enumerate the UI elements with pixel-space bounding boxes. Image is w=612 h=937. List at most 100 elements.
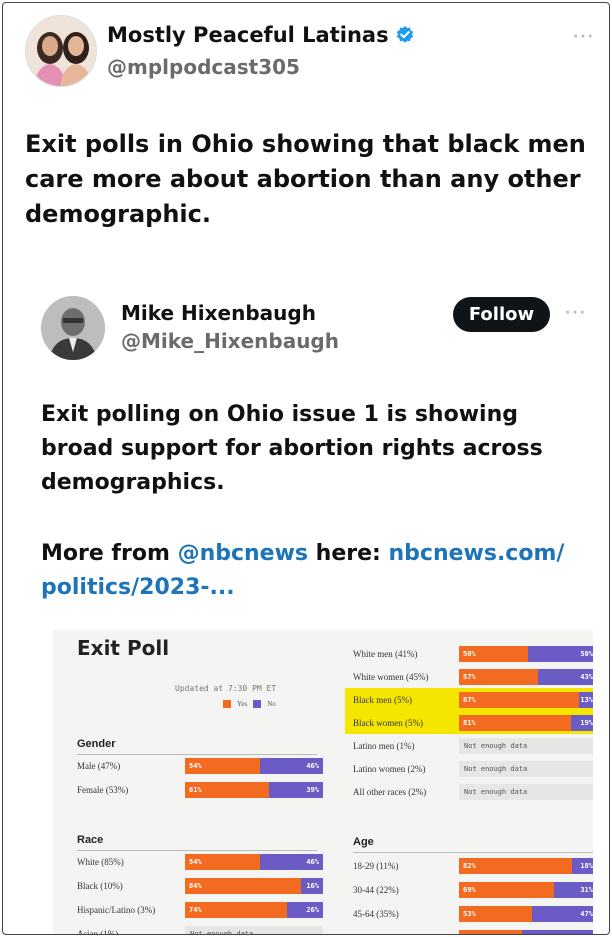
result-bar: 74% 26% bbox=[185, 902, 323, 918]
row-label: Latino women (2%) bbox=[353, 764, 426, 774]
bar-no-label: 13% bbox=[580, 696, 593, 704]
result-bar: 46% 54% bbox=[459, 930, 593, 935]
bar-yes-label: 54% bbox=[189, 858, 202, 866]
bar-no: 46% bbox=[259, 758, 323, 774]
bar-yes-label: 57% bbox=[463, 673, 476, 681]
bar-no-label: 47% bbox=[580, 910, 593, 918]
poll-row: White men (41%) 50% 50% bbox=[353, 646, 593, 664]
quoted-post-more: More from @nbcnews here: nbcnews.com/ po… bbox=[41, 537, 586, 605]
bar-no-label: 18% bbox=[580, 862, 593, 870]
result-bar: 54% 46% bbox=[185, 854, 323, 870]
avatar-photo bbox=[26, 16, 96, 86]
more-dots-icon[interactable]: ··· bbox=[565, 305, 587, 321]
avatar-photo bbox=[41, 296, 105, 360]
result-bar: 57% 43% bbox=[459, 669, 593, 685]
bar-no-label: 39% bbox=[306, 786, 319, 794]
author-handle[interactable]: @mplpodcast305 bbox=[107, 55, 300, 79]
legend: Yes No bbox=[223, 700, 276, 708]
bar-no-label: 16% bbox=[306, 882, 319, 890]
avatar[interactable] bbox=[41, 296, 105, 360]
result-bar: 61% 39% bbox=[185, 782, 323, 798]
bar-yes: 61% bbox=[185, 782, 270, 798]
section-divider bbox=[353, 852, 593, 853]
exit-poll-chart[interactable]: Exit Poll Updated at 7:30 PM ET Yes No G… bbox=[53, 630, 593, 935]
result-bar: 81% 19% bbox=[459, 715, 593, 731]
legend-yes-swatch bbox=[223, 700, 231, 708]
verified-badge-icon bbox=[396, 26, 413, 43]
row-label: Black men (5%) bbox=[353, 695, 412, 705]
bar-yes: 69% bbox=[459, 882, 555, 898]
bar-yes-label: 53% bbox=[463, 910, 476, 918]
bar-no-label: 50% bbox=[580, 650, 593, 658]
result-bar: 50% 50% bbox=[459, 646, 593, 662]
legend-no-swatch bbox=[253, 700, 262, 708]
bar-yes: 54% bbox=[185, 758, 260, 774]
poll-row: White women (45%) 57% 43% bbox=[353, 669, 593, 687]
poll-row: Asian (1%) Not enough data bbox=[77, 926, 323, 935]
poll-row: Black men (5%) 87% 13% bbox=[353, 692, 593, 710]
poll-row: Male (47%) 54% 46% bbox=[77, 758, 323, 776]
bar-yes-label: 82% bbox=[463, 862, 476, 870]
bar-yes: 57% bbox=[459, 669, 538, 685]
quoted-post[interactable]: Mike Hixenbaugh @Mike_Hixenbaugh Follow … bbox=[25, 266, 595, 935]
more-dots-icon[interactable]: ··· bbox=[573, 29, 595, 45]
result-bar: 69% 31% bbox=[459, 882, 593, 898]
bar-no-label: 46% bbox=[306, 762, 319, 770]
result-bar: 54% 46% bbox=[185, 758, 323, 774]
bar-yes: 82% bbox=[459, 858, 573, 874]
bar-no: 46% bbox=[259, 854, 323, 870]
updated-time: Updated at 7:30 PM ET bbox=[175, 684, 277, 693]
bar-no: 47% bbox=[532, 906, 593, 922]
post-text: Exit polls in Ohio showing that black me… bbox=[25, 130, 586, 228]
quoted-author-name[interactable]: Mike Hixenbaugh bbox=[121, 301, 316, 325]
bar-yes-label: 81% bbox=[463, 719, 476, 727]
more-prefix: More from bbox=[41, 541, 178, 566]
row-label: Asian (1%) bbox=[77, 929, 119, 935]
author-name[interactable]: Mostly Peaceful Latinas bbox=[107, 23, 415, 47]
legend-no-label: No bbox=[267, 700, 276, 708]
bar-no-label: 46% bbox=[306, 858, 319, 866]
bar-yes-label: 74% bbox=[189, 906, 202, 914]
bar-no-label: 54% bbox=[580, 934, 593, 935]
poll-row: White (85%) 54% 46% bbox=[77, 854, 323, 872]
section-race: Race bbox=[77, 834, 104, 846]
bar-no: 16% bbox=[300, 878, 323, 894]
poll-row: Black women (5%) 81% 19% bbox=[353, 715, 593, 733]
display-name[interactable]: Mostly Peaceful Latinas bbox=[107, 23, 389, 47]
bar-yes: 87% bbox=[459, 692, 580, 708]
quoted-author-handle[interactable]: @Mike_Hixenbaugh bbox=[121, 329, 339, 353]
row-label: Male (47%) bbox=[77, 761, 121, 771]
result-bar: 82% 18% bbox=[459, 858, 593, 874]
section-age: Age bbox=[353, 836, 374, 848]
section-divider bbox=[77, 850, 317, 851]
avatar[interactable] bbox=[25, 15, 97, 87]
bar-yes-label: 69% bbox=[463, 886, 476, 894]
mention-link[interactable]: @nbcnews bbox=[177, 541, 309, 566]
article-link[interactable]: nbcnews.com/ politics/2023-... bbox=[41, 541, 565, 600]
poll-row: Latino women (2%) Not enough data bbox=[353, 761, 593, 779]
bar-yes-label: 50% bbox=[463, 650, 476, 658]
bar-no-label: 31% bbox=[580, 886, 593, 894]
bar-no: 54% bbox=[522, 930, 593, 935]
follow-button[interactable]: Follow bbox=[453, 297, 550, 332]
not-enough-data: Not enough data bbox=[459, 738, 593, 754]
poll-row: 30-44 (22%) 69% 31% bbox=[353, 882, 593, 900]
row-label: 30-44 (22%) bbox=[353, 885, 399, 895]
poll-row: All other races (2%) Not enough data bbox=[353, 784, 593, 802]
not-enough-data: Not enough data bbox=[459, 784, 593, 800]
bar-yes: 46% bbox=[459, 930, 523, 934]
bar-no-label: 26% bbox=[306, 906, 319, 914]
poll-row: Female (53%) 61% 39% bbox=[77, 782, 323, 800]
not-enough-data: Not enough data bbox=[459, 761, 593, 777]
poll-row: 18-29 (11%) 82% 18% bbox=[353, 858, 593, 876]
bar-yes-label: 54% bbox=[189, 762, 202, 770]
row-label: Black (10%) bbox=[77, 881, 123, 891]
section-divider bbox=[77, 754, 317, 755]
row-label: 65 or over (32%) bbox=[353, 933, 415, 934]
poll-title: Exit Poll bbox=[77, 636, 170, 660]
row-label: 45-64 (35%) bbox=[353, 909, 399, 919]
poll-row: Latino men (1%) Not enough data bbox=[353, 738, 593, 756]
bar-yes: 53% bbox=[459, 906, 533, 922]
bar-no: 19% bbox=[570, 715, 593, 731]
bar-yes: 81% bbox=[459, 715, 571, 731]
